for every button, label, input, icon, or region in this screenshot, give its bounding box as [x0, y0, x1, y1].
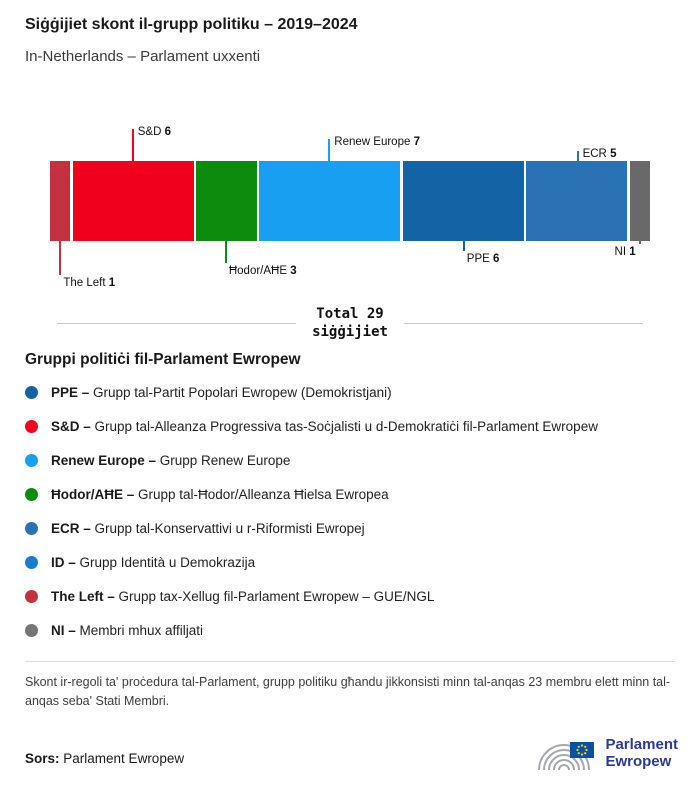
legend-color-dot	[25, 589, 38, 603]
legend-color-dot	[25, 623, 38, 637]
legend-color-dot	[25, 419, 38, 433]
ep-logo-text-line2: Ewropew	[605, 753, 672, 770]
legend-item-1: S&D – Grupp tal-Alleanza Progressiva tas…	[25, 409, 675, 443]
callout-label: Renew Europe 7	[334, 136, 420, 148]
legend-items: PPE – Grupp tal-Partit Popolari Ewropew …	[25, 375, 675, 647]
ep-logo: Parlament Ewropew	[538, 734, 678, 772]
callout-label: PPE 6	[466, 253, 500, 265]
header: Siġġijiet skont il-grupp politiku – 2019…	[0, 0, 700, 65]
chart-segment-5	[526, 161, 628, 241]
chart-segment-0	[50, 161, 71, 241]
source-row: Sors: Parlament Ewropew	[25, 734, 678, 772]
legend-color-dot	[25, 555, 38, 569]
callout-label: The Left 1	[63, 277, 116, 289]
leader-line	[462, 241, 465, 251]
legend-color-dot	[25, 453, 38, 467]
chart-segment-2	[196, 161, 257, 241]
source-value: Parlament Ewropew	[63, 751, 185, 766]
legend: Gruppi politiċi fil-Parlament Ewropew PP…	[0, 351, 700, 647]
ep-logo-text: Parlament Ewropew	[605, 736, 678, 771]
total-row: Total 29 siġġijiet	[57, 305, 644, 341]
eu-flag-icon	[570, 742, 595, 758]
legend-item-text: NI – Membri mhux affiljati	[51, 622, 204, 638]
legend-item-text: S&D – Grupp tal-Alleanza Progressiva tas…	[51, 418, 598, 434]
leader-line	[224, 241, 227, 263]
legend-item-3: Ħodor/AĦE – Grupp tal-Ħodor/Alleanza Ħie…	[25, 477, 675, 511]
legend-item-text: The Left – Grupp tax-Xellug fil-Parlamen…	[51, 588, 435, 604]
legend-item-text: Ħodor/AĦE – Grupp tal-Ħodor/Alleanza Ħie…	[51, 486, 389, 502]
chart-segment-6	[629, 161, 650, 241]
leader-line	[328, 139, 331, 161]
total-label-line1: Total 29	[316, 306, 384, 322]
leader-line	[576, 151, 579, 161]
total-label: Total 29 siġġijiet	[312, 305, 388, 341]
chart-segment-4	[402, 161, 524, 241]
callout-label: S&D 6	[137, 126, 171, 138]
page-subtitle: In-Netherlands – Parlament uxxenti	[25, 48, 261, 65]
callout-label: NI 1	[614, 246, 636, 258]
legend-item-text: ECR – Grupp tal-Konservattivi u r-Riform…	[51, 520, 365, 536]
ep-hemicycle-icon	[538, 742, 595, 771]
eu-flag-stars	[576, 744, 589, 756]
source-line: Sors: Parlament Ewropew	[25, 751, 184, 772]
footnote-text: Skont ir-regoli ta' proċedura tal-Parlam…	[25, 675, 671, 709]
footnote-divider	[25, 661, 675, 663]
callout-label: Ħodor/AĦE 3	[228, 265, 297, 277]
leader-line	[131, 129, 134, 161]
chart-segment-1	[72, 161, 194, 241]
legend-color-dot	[25, 385, 38, 399]
legend-item-text: PPE – Grupp tal-Partit Popolari Ewropew …	[51, 384, 392, 400]
source-label: Sors:	[25, 751, 60, 766]
legend-title: Gruppi politiċi fil-Parlament Ewropew	[25, 351, 301, 369]
total-rule-right	[403, 322, 644, 324]
total-label-line2: siġġijiet	[312, 324, 388, 341]
seats-bar	[50, 161, 650, 241]
leader-line	[59, 241, 62, 275]
legend-color-dot	[25, 487, 38, 501]
legend-item-0: PPE – Grupp tal-Partit Popolari Ewropew …	[25, 375, 675, 409]
chart-segment-3	[259, 161, 401, 241]
legend-item-7: NI – Membri mhux affiljati	[25, 613, 675, 647]
callout-label: ECR 5	[582, 148, 617, 160]
legend-item-6: The Left – Grupp tax-Xellug fil-Parlamen…	[25, 579, 675, 613]
page-title: Siġġijiet skont il-grupp politiku – 2019…	[25, 16, 358, 33]
ep-logo-text-line1: Parlament	[605, 735, 678, 753]
legend-item-text: Renew Europe – Grupp Renew Europe	[51, 452, 291, 468]
chart-area: The Left 1 S&D 6 Ħodor/AĦE 3 Renew Europe 7…	[50, 126, 650, 289]
total-rule-left	[57, 322, 297, 324]
legend-item-4: ECR – Grupp tal-Konservattivi u r-Riform…	[25, 511, 675, 545]
leader-line	[638, 241, 641, 244]
legend-item-2: Renew Europe – Grupp Renew Europe	[25, 443, 675, 477]
legend-item-text: ID – Grupp Identità u Demokrazija	[51, 554, 256, 570]
legend-color-dot	[25, 521, 38, 535]
legend-item-5: ID – Grupp Identità u Demokrazija	[25, 545, 675, 579]
